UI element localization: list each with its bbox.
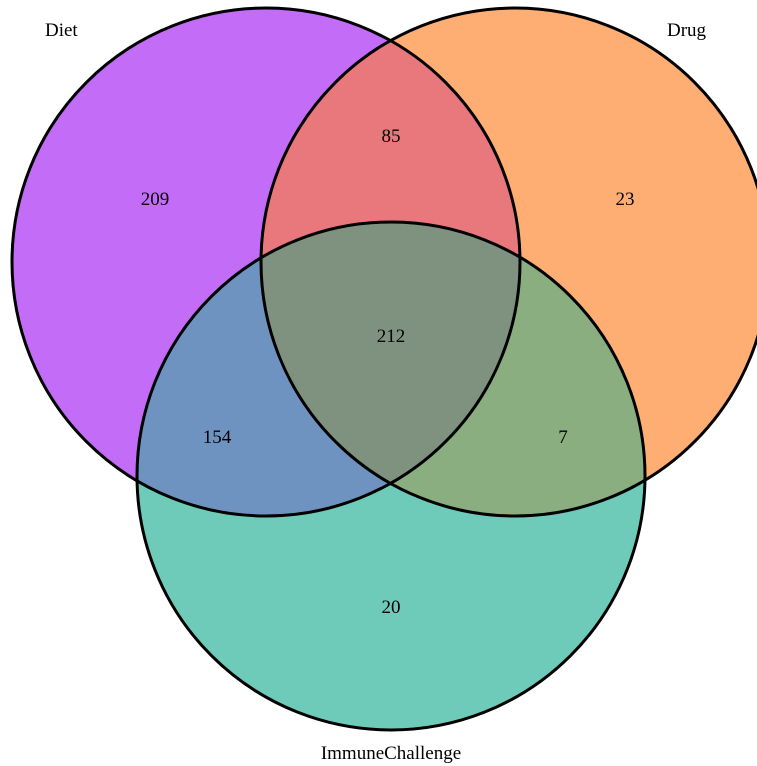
immune-challenge-set-label: ImmuneChallenge — [321, 743, 461, 764]
drug-set-label: Drug — [667, 20, 707, 41]
drug-set-outline — [259, 6, 757, 518]
all-sets-count: 212 — [377, 326, 406, 347]
drug-immune-count: 7 — [558, 427, 568, 448]
diet-only-count: 209 — [141, 189, 170, 210]
immune-challenge-set-outline — [135, 220, 647, 732]
drug-only-count: 23 — [616, 189, 635, 210]
diet-drug-count: 85 — [382, 126, 401, 147]
diet-immune-count: 154 — [203, 427, 232, 448]
diet-set-outline — [10, 6, 522, 518]
diet-set-label: Diet — [45, 20, 78, 41]
immune-only-count: 20 — [382, 597, 401, 618]
